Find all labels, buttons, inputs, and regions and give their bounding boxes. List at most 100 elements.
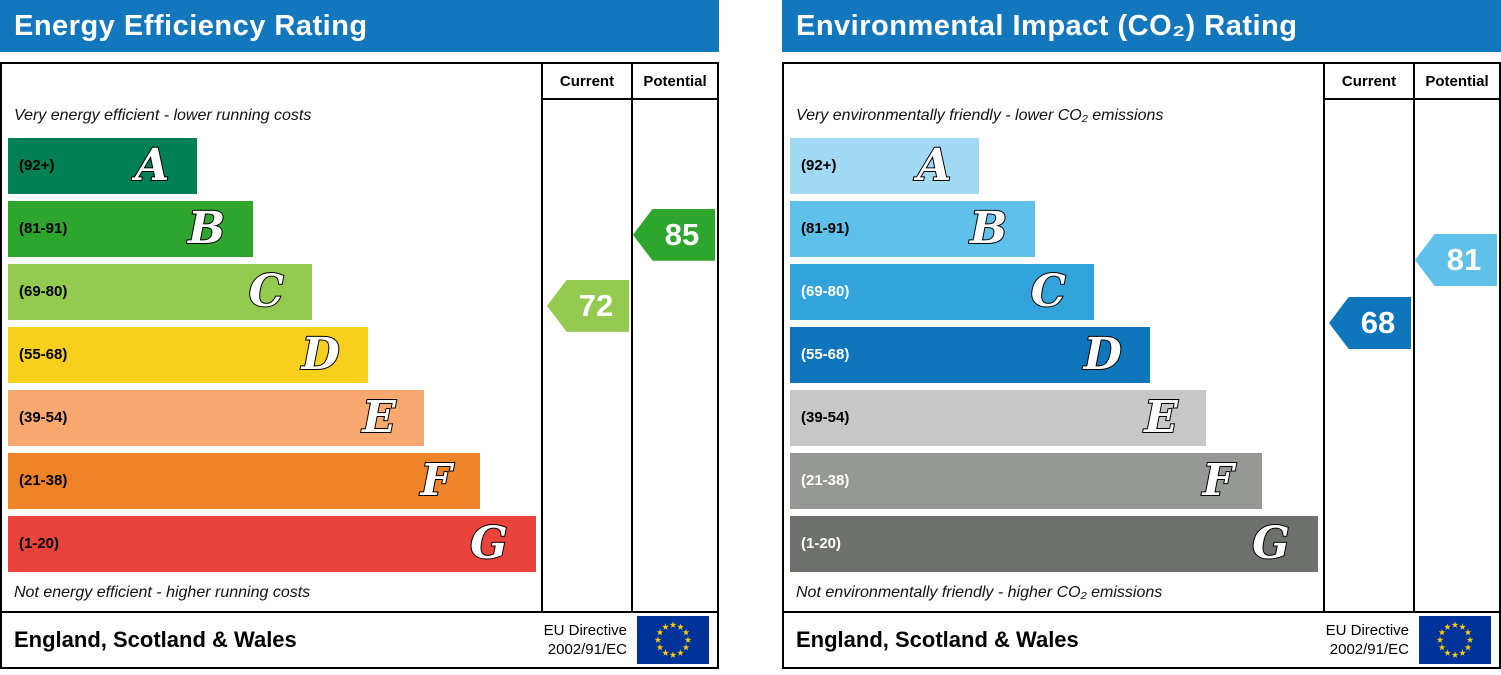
current-rating-value: 68 — [1360, 305, 1396, 340]
band-row-f: (21-38) F — [2, 449, 541, 512]
band-bar-f: (21-38) F — [8, 452, 480, 509]
band-letter-g: G — [469, 517, 509, 569]
band-letter-f: F — [419, 454, 452, 506]
band-bar-a: (92+) A — [790, 137, 980, 194]
band-row-e: (39-54) E — [2, 386, 541, 449]
band-bar-e: (39-54) E — [8, 389, 424, 446]
band-range-d: (55-68) — [801, 346, 850, 363]
band-range-e: (39-54) — [19, 409, 68, 426]
eu-directive-line1: EU Directive — [1325, 621, 1409, 639]
eu-directive-label: EU Directive 2002/91/EC — [1326, 621, 1409, 660]
band-row-d: (55-68) D — [784, 323, 1323, 386]
band-range-c: (69-80) — [801, 283, 850, 300]
band-row-a: (92+) A — [2, 134, 541, 197]
band-range-g: (1-20) — [801, 535, 842, 552]
eu-directive-line1: EU Directive — [543, 621, 627, 639]
band-letter-a: A — [134, 139, 170, 191]
eu-directive-label: EU Directive 2002/91/EC — [544, 621, 627, 660]
band-row-g: (1-20) G — [784, 512, 1323, 575]
band-range-a: (92+) — [801, 157, 837, 174]
band-range-b: (81-91) — [19, 220, 68, 237]
band-range-e: (39-54) — [801, 409, 850, 426]
band-letter-c: C — [248, 265, 285, 317]
header-spacer — [784, 64, 1323, 98]
current-rating-arrow: 68 — [1329, 297, 1411, 349]
band-range-b: (81-91) — [801, 220, 850, 237]
band-bar-c: (69-80) C — [8, 263, 312, 320]
band-letter-c: C — [1030, 265, 1067, 317]
current-header: Current — [1325, 64, 1413, 100]
band-range-f: (21-38) — [19, 472, 68, 489]
top-caption: Very environmentally friendly - lower CO… — [796, 107, 1164, 124]
eu-directive-line2: 2002/91/EC — [1329, 641, 1409, 658]
band-letter-d: D — [301, 328, 341, 380]
band-bar-d: (55-68) D — [8, 326, 368, 383]
energy-chart-grid: Very energy efficient - lower running co… — [2, 64, 717, 611]
band-bar-e: (39-54) E — [790, 389, 1206, 446]
environmental-chart-grid: Very environmentally friendly - lower CO… — [784, 64, 1499, 611]
band-bar-b: (81-91) B — [8, 200, 254, 257]
band-bar-b: (81-91) B — [790, 200, 1036, 257]
band-range-g: (1-20) — [19, 535, 60, 552]
band-letter-b: B — [969, 202, 1008, 254]
bottom-caption: Not environmentally friendly - higher CO… — [796, 584, 1163, 601]
environmental-footer: England, Scotland & Wales EU Directive 2… — [784, 611, 1499, 667]
potential-rating-value: 85 — [664, 216, 700, 252]
potential-header: Potential — [633, 64, 717, 100]
band-letter-g: G — [1251, 517, 1291, 569]
potential-column: Potential 81 — [1413, 64, 1499, 611]
header-spacer — [2, 64, 541, 98]
band-row-g: (1-20) G — [2, 512, 541, 575]
band-letter-e: E — [361, 391, 397, 443]
band-range-f: (21-38) — [801, 472, 850, 489]
band-row-c: (69-80) C — [2, 260, 541, 323]
top-caption: Very energy efficient - lower running co… — [14, 107, 312, 124]
energy-title-bar: Energy Efficiency Rating — [0, 0, 719, 52]
bottom-caption: Not energy efficient - higher running co… — [14, 584, 311, 601]
environmental-title-bar: Environmental Impact (CO₂) Rating — [782, 0, 1501, 52]
region-label: England, Scotland & Wales — [796, 627, 1079, 652]
eu-flag-icon — [637, 616, 709, 664]
potential-rating-value: 81 — [1446, 242, 1482, 277]
band-row-c: (69-80) C — [784, 260, 1323, 323]
current-rating-value: 72 — [578, 287, 614, 323]
band-bar-c: (69-80) C — [790, 263, 1094, 320]
energy-efficiency-panel: Energy Efficiency Rating Very energy eff… — [0, 0, 719, 675]
band-range-c: (69-80) — [19, 283, 68, 300]
potential-rating-arrow: 81 — [1415, 234, 1497, 286]
band-row-f: (21-38) F — [784, 449, 1323, 512]
environmental-rating-chart: Very environmentally friendly - lower CO… — [782, 62, 1501, 669]
band-row-b: (81-91) B — [2, 197, 541, 260]
current-rating-arrow: 72 — [547, 279, 629, 332]
band-range-a: (92+) — [19, 157, 55, 174]
current-column: Current 68 — [1323, 64, 1413, 611]
band-bar-d: (55-68) D — [790, 326, 1150, 383]
energy-band-column: Very energy efficient - lower running co… — [2, 64, 541, 611]
eu-directive-line2: 2002/91/EC — [547, 641, 627, 658]
band-bar-f: (21-38) F — [790, 452, 1262, 509]
band-letter-f: F — [1201, 454, 1234, 506]
potential-rating-arrow: 85 — [633, 208, 715, 261]
environmental-title: Environmental Impact (CO₂) Rating — [796, 9, 1298, 42]
band-bar-a: (92+) A — [8, 137, 198, 194]
band-letter-e: E — [1143, 391, 1179, 443]
region-label: England, Scotland & Wales — [14, 627, 297, 652]
energy-title: Energy Efficiency Rating — [14, 9, 368, 42]
band-range-d: (55-68) — [19, 346, 68, 363]
band-letter-b: B — [187, 202, 226, 254]
potential-column: Potential 85 — [631, 64, 717, 611]
band-row-a: (92+) A — [784, 134, 1323, 197]
band-bar-g: (1-20) G — [790, 515, 1318, 572]
band-letter-a: A — [916, 139, 952, 191]
eu-flag-icon — [1419, 616, 1491, 664]
energy-footer: England, Scotland & Wales EU Directive 2… — [2, 611, 717, 667]
current-header: Current — [543, 64, 631, 100]
energy-rating-chart: Very energy efficient - lower running co… — [0, 62, 719, 669]
potential-header: Potential — [1415, 64, 1499, 100]
current-column: Current 72 — [541, 64, 631, 611]
environmental-impact-panel: Environmental Impact (CO₂) Rating Very e… — [782, 0, 1501, 675]
band-row-b: (81-91) B — [784, 197, 1323, 260]
environmental-band-column: Very environmentally friendly - lower CO… — [784, 64, 1323, 611]
band-row-e: (39-54) E — [784, 386, 1323, 449]
band-letter-d: D — [1083, 328, 1123, 380]
